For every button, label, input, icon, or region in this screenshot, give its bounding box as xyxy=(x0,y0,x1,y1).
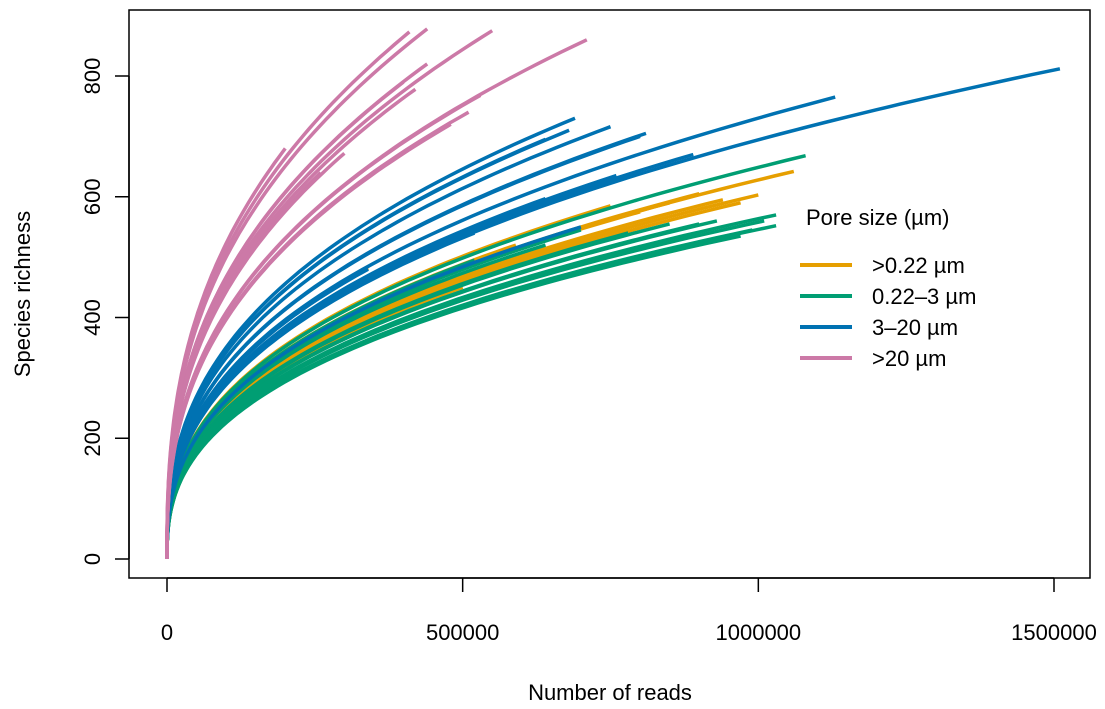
y-axis: 0 200 400 600 800 xyxy=(80,58,130,565)
curve-2-14 xyxy=(165,67,1061,560)
y-tick-label-3: 600 xyxy=(80,178,105,215)
y-tick-label-2: 400 xyxy=(80,299,105,336)
x-axis: 0 500000 1000000 1500000 xyxy=(161,577,1097,645)
x-axis-title: Number of reads xyxy=(528,680,692,705)
legend: Pore size (µm) >0.22 µm 0.22–3 µm 3–20 µm >… xyxy=(800,205,976,371)
curve-3-11 xyxy=(165,29,494,559)
curve-2-13 xyxy=(165,95,836,560)
legend-label-0: >0.22 µm xyxy=(872,253,965,278)
y-axis-title: Species richness xyxy=(10,211,35,377)
legend-label-3: >20 µm xyxy=(872,346,946,371)
legend-title: Pore size (µm) xyxy=(806,205,949,230)
legend-label-2: 3–20 µm xyxy=(872,315,958,340)
y-tick-label-0: 0 xyxy=(80,553,105,565)
curve-1-12 xyxy=(165,153,807,560)
x-tick-label-0: 0 xyxy=(161,620,173,645)
y-tick-label-4: 800 xyxy=(80,58,105,95)
curve-3-12 xyxy=(165,38,588,559)
x-tick-label-3: 1500000 xyxy=(1011,620,1097,645)
curves-layer xyxy=(165,27,1061,560)
curve-1-11 xyxy=(165,213,777,560)
legend-label-1: 0.22–3 µm xyxy=(872,284,976,309)
x-tick-label-1: 500000 xyxy=(426,620,499,645)
x-tick-label-2: 1000000 xyxy=(716,620,802,645)
y-tick-label-1: 200 xyxy=(80,420,105,457)
